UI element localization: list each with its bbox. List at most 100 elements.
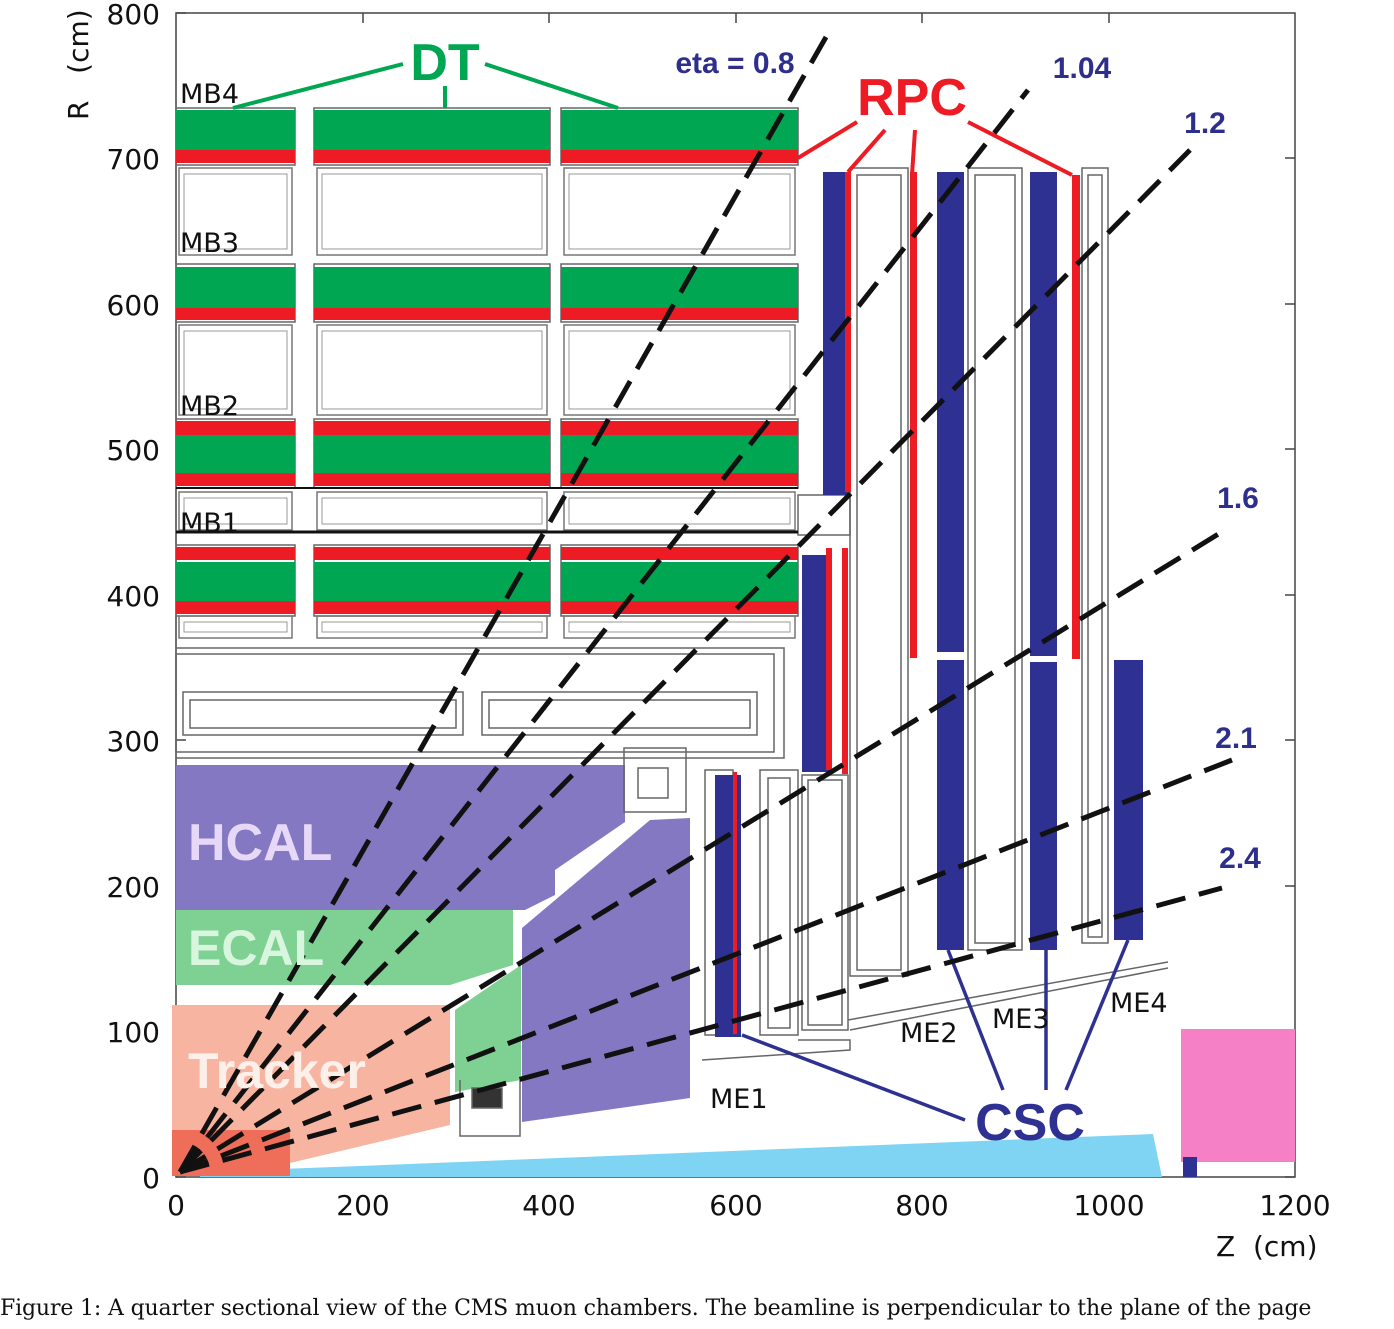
hcal-barrel	[176, 765, 625, 910]
rpc-chamber-mb2	[176, 473, 295, 486]
x-axis-title: Z (cm)	[1216, 1230, 1318, 1263]
cms-quarter-section-diagram: 0 100 200 300 400 500 600 700 800 R (cm)…	[62, 0, 1331, 1263]
forward-chamber	[1183, 1157, 1197, 1177]
barrel-support	[563, 324, 796, 416]
y-tick-labels: 0 100 200 300 400 500 600 700 800	[107, 0, 160, 1195]
hcal-label: HCAL	[188, 814, 332, 872]
beampipe-region	[200, 1134, 1162, 1177]
y-tick-label: 700	[107, 143, 160, 176]
rpc-chamber-mb3	[314, 308, 550, 320]
rpc-callout	[796, 120, 1073, 177]
y-tick-label: 500	[107, 434, 160, 467]
rpc-chamber-mb4	[176, 150, 295, 163]
barrel-support	[563, 491, 796, 531]
dt-chamber-mb2	[176, 435, 295, 473]
x-tick-label: 600	[709, 1189, 762, 1222]
barrel-support-inner	[568, 621, 791, 633]
eta-label: 2.1	[1215, 722, 1257, 755]
barrel-support-inner	[183, 330, 288, 410]
station-label-me1: ME1	[710, 1084, 768, 1115]
barrel-support-inner	[321, 173, 543, 250]
y-tick-label: 200	[107, 871, 160, 904]
eta-line-2.4	[179, 885, 1223, 1175]
station-label-me2: ME2	[900, 1018, 958, 1049]
csc-chamber-me2-2	[937, 172, 964, 652]
dt-chamber-mb1	[561, 562, 798, 601]
station-label-me3: ME3	[992, 1004, 1050, 1035]
dt-label: DT	[410, 34, 480, 92]
rpc-chamber-mb4	[561, 150, 798, 163]
x-tick-labels: 0 200 400 600 800 1000 1200	[167, 1189, 1331, 1222]
eta-label: 2.4	[1219, 842, 1261, 875]
barrel-support-inner	[568, 330, 791, 410]
eta-label: 1.6	[1217, 482, 1259, 515]
rpc-chamber-mb1	[176, 601, 295, 614]
eta-labels: eta = 0.8 1.04 1.2 1.6 2.1 2.4	[675, 47, 1261, 875]
rpc-chamber-mb4	[314, 150, 550, 163]
barrel-support-inner	[183, 173, 288, 250]
dt-chamber-mb4	[314, 110, 550, 150]
y-tick-label: 800	[107, 0, 160, 31]
y-tick-label: 100	[107, 1016, 160, 1049]
x-tick-label: 200	[336, 1189, 389, 1222]
x-tick-label: 400	[522, 1189, 575, 1222]
csc-chamber-me2-1	[937, 660, 964, 950]
tracker-label: Tracker	[188, 1043, 366, 1099]
eta-label: eta = 0.8	[675, 47, 794, 80]
endcap-rpc-strips	[733, 172, 1080, 1034]
barrel-support-inner	[321, 621, 543, 633]
dt-chamber-mb4	[176, 110, 295, 150]
rpc-chamber-mb1	[561, 601, 798, 614]
endcap-station-labels: ME1 ME2 ME3 ME4	[710, 988, 1168, 1115]
rpc-chamber-mb1	[561, 547, 798, 560]
barrel-support	[178, 167, 293, 256]
eta-lines	[177, 28, 1233, 1175]
rpc-chamber-mb2	[176, 421, 295, 435]
barrel-support	[316, 167, 548, 256]
barrel-support	[563, 167, 796, 256]
y-tick-label: 0	[142, 1162, 160, 1195]
csc-chamber-me3-2	[1030, 172, 1057, 656]
rpc-chamber-mb2	[561, 421, 798, 435]
csc-chamber-me1-3	[715, 775, 741, 1037]
csc-label: CSC	[975, 1094, 1085, 1152]
rpc-chamber-mb2	[314, 421, 550, 435]
dt-chamber-mb3	[314, 267, 550, 308]
barrel-support-inner	[568, 497, 791, 525]
csc-chamber-me3-1	[1030, 662, 1057, 950]
y-tick-label: 300	[107, 725, 160, 758]
barrel-station-labels: MB4 MB3 MB2 MB1	[180, 79, 239, 539]
station-label-me4: ME4	[1110, 988, 1168, 1019]
x-tick-label: 0	[167, 1189, 185, 1222]
x-tick-label: 1000	[1073, 1189, 1144, 1222]
barrel-support-inner	[183, 497, 288, 525]
y-tick-label: 400	[107, 580, 160, 613]
barrel-support-inner	[568, 173, 791, 250]
eta-line-1.2	[178, 148, 1192, 1174]
barrel-support	[316, 491, 548, 531]
dt-chamber-mb4	[561, 110, 798, 150]
rpc-label: RPC	[857, 69, 967, 127]
eta-label: 1.04	[1053, 52, 1112, 85]
barrel-support	[178, 491, 293, 531]
csc-callout	[741, 939, 1130, 1122]
barrel-muon-stations	[175, 107, 799, 639]
barrel-support	[563, 615, 796, 639]
y-axis-title: R (cm)	[62, 9, 95, 120]
rpc-chamber-mb2	[314, 473, 550, 486]
eta-line-2.1	[179, 757, 1233, 1175]
barrel-support	[316, 615, 548, 639]
rpc-chamber-mb3	[176, 308, 295, 320]
station-label-mb2: MB2	[180, 391, 239, 422]
dt-chamber-mb3	[176, 267, 295, 308]
dt-chamber-mb3	[561, 267, 798, 308]
rpc-chamber-mb1	[314, 601, 550, 614]
ecal-barrel	[176, 910, 513, 985]
x-tick-label: 1200	[1259, 1189, 1330, 1222]
figure-caption: Figure 1: A quarter sectional view of th…	[0, 1296, 1312, 1321]
barrel-support-inner	[183, 621, 288, 633]
dt-chamber-mb1	[176, 562, 295, 601]
rpc-chamber-mb1	[176, 547, 295, 560]
dt-callout	[232, 62, 619, 110]
y-tick-label: 600	[107, 289, 160, 322]
